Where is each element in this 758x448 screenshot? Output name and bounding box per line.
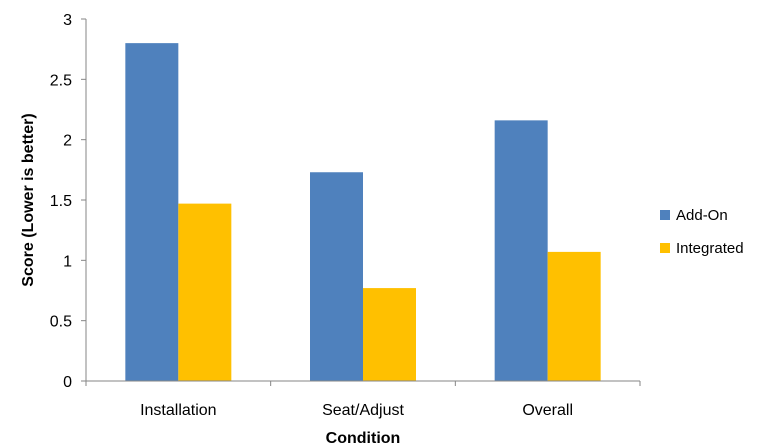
legend-swatch xyxy=(660,243,670,253)
y-axis: 0 0.5 1 1.5 2 2.5 3 xyxy=(50,12,87,391)
y-tick-label: 2.5 xyxy=(50,72,72,89)
y-tick-label: 3 xyxy=(63,12,72,29)
y-tick-label: 1 xyxy=(63,253,72,270)
legend-label: Add-On xyxy=(676,207,728,224)
legend: Add-On Integrated xyxy=(660,207,744,257)
bar-add-on-overall xyxy=(494,120,548,382)
legend-swatch xyxy=(660,210,670,220)
y-tick-label: 0 xyxy=(63,374,72,391)
bar-integrated-seat-adjust xyxy=(363,288,416,381)
y-axis-title: Score (Lower is better) xyxy=(20,113,37,286)
y-tick-label: 0.5 xyxy=(50,314,72,331)
legend-label: Integrated xyxy=(676,240,744,257)
x-axis-title: Condition xyxy=(326,430,401,447)
x-tick-label: Installation xyxy=(140,402,217,419)
bar-integrated-installation xyxy=(178,203,232,381)
x-axis: Installation Seat/Adjust Overall xyxy=(85,380,641,419)
x-tick-label: Overall xyxy=(522,402,573,419)
y-tick-label: 1.5 xyxy=(50,193,72,210)
bar-add-on-seat-adjust xyxy=(310,172,363,381)
bars xyxy=(125,43,601,382)
x-tick-label: Seat/Adjust xyxy=(322,402,404,419)
bar-add-on-installation xyxy=(125,43,179,382)
y-tick-label: 2 xyxy=(63,133,72,150)
bar-integrated-overall xyxy=(547,251,601,381)
